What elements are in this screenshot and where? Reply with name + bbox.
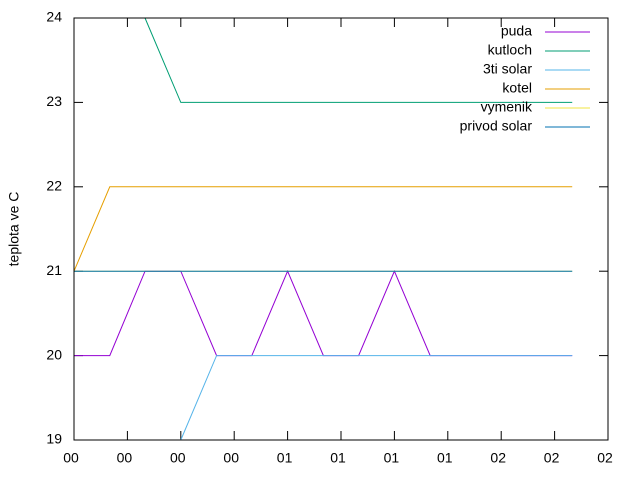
x-tick-label: 02: [490, 450, 506, 466]
plot-frame: [73, 17, 609, 441]
series-line: [144, 17, 573, 103]
x-tick-label: 01: [277, 450, 293, 466]
y-tick-label: 23: [46, 93, 62, 109]
y-axis-label: teplota ve C: [6, 192, 22, 267]
x-tick-label: 01: [384, 450, 400, 466]
x-tick-label: 00: [223, 450, 239, 466]
x-tick-label: 00: [117, 450, 133, 466]
series-line: [73, 186, 573, 272]
x-tick-label: 01: [437, 450, 453, 466]
x-tick-label: 00: [170, 450, 186, 466]
legend-label: 3ti solar: [483, 61, 532, 77]
x-tick-label: 02: [597, 450, 613, 466]
legend-label: privod solar: [460, 118, 533, 134]
series-line: [74, 269, 573, 357]
y-tick-label: 24: [46, 9, 62, 25]
legend-label: puda: [501, 23, 532, 39]
y-tick-label: 21: [46, 262, 62, 278]
y-tick-label: 19: [46, 431, 62, 447]
series-line: [180, 355, 573, 441]
y-tick-label: 22: [46, 178, 62, 194]
x-tick-label: 02: [544, 450, 560, 466]
legend-label: kotel: [502, 80, 532, 96]
y-tick-label: 20: [46, 346, 62, 362]
x-tick-label: 01: [330, 450, 346, 466]
legend-label: kutloch: [488, 42, 532, 58]
legend-label: vymenik: [481, 99, 533, 115]
x-tick-label: 00: [63, 450, 79, 466]
